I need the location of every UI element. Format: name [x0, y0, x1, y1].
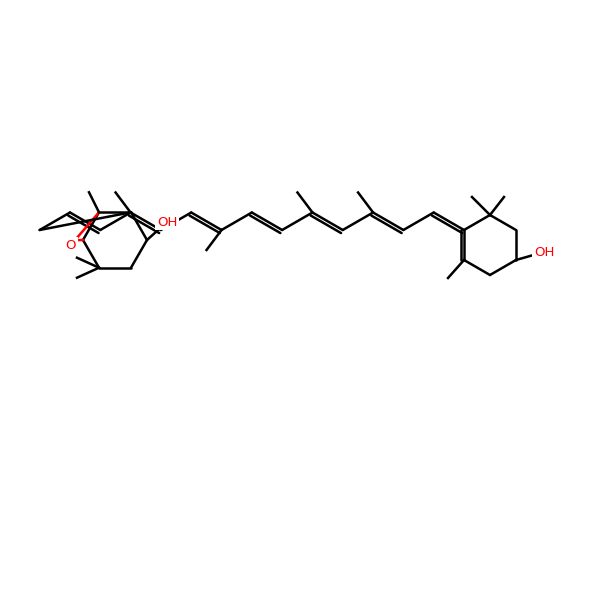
Text: OH: OH: [157, 215, 177, 229]
Text: O: O: [66, 239, 76, 251]
Text: OH: OH: [534, 245, 554, 259]
